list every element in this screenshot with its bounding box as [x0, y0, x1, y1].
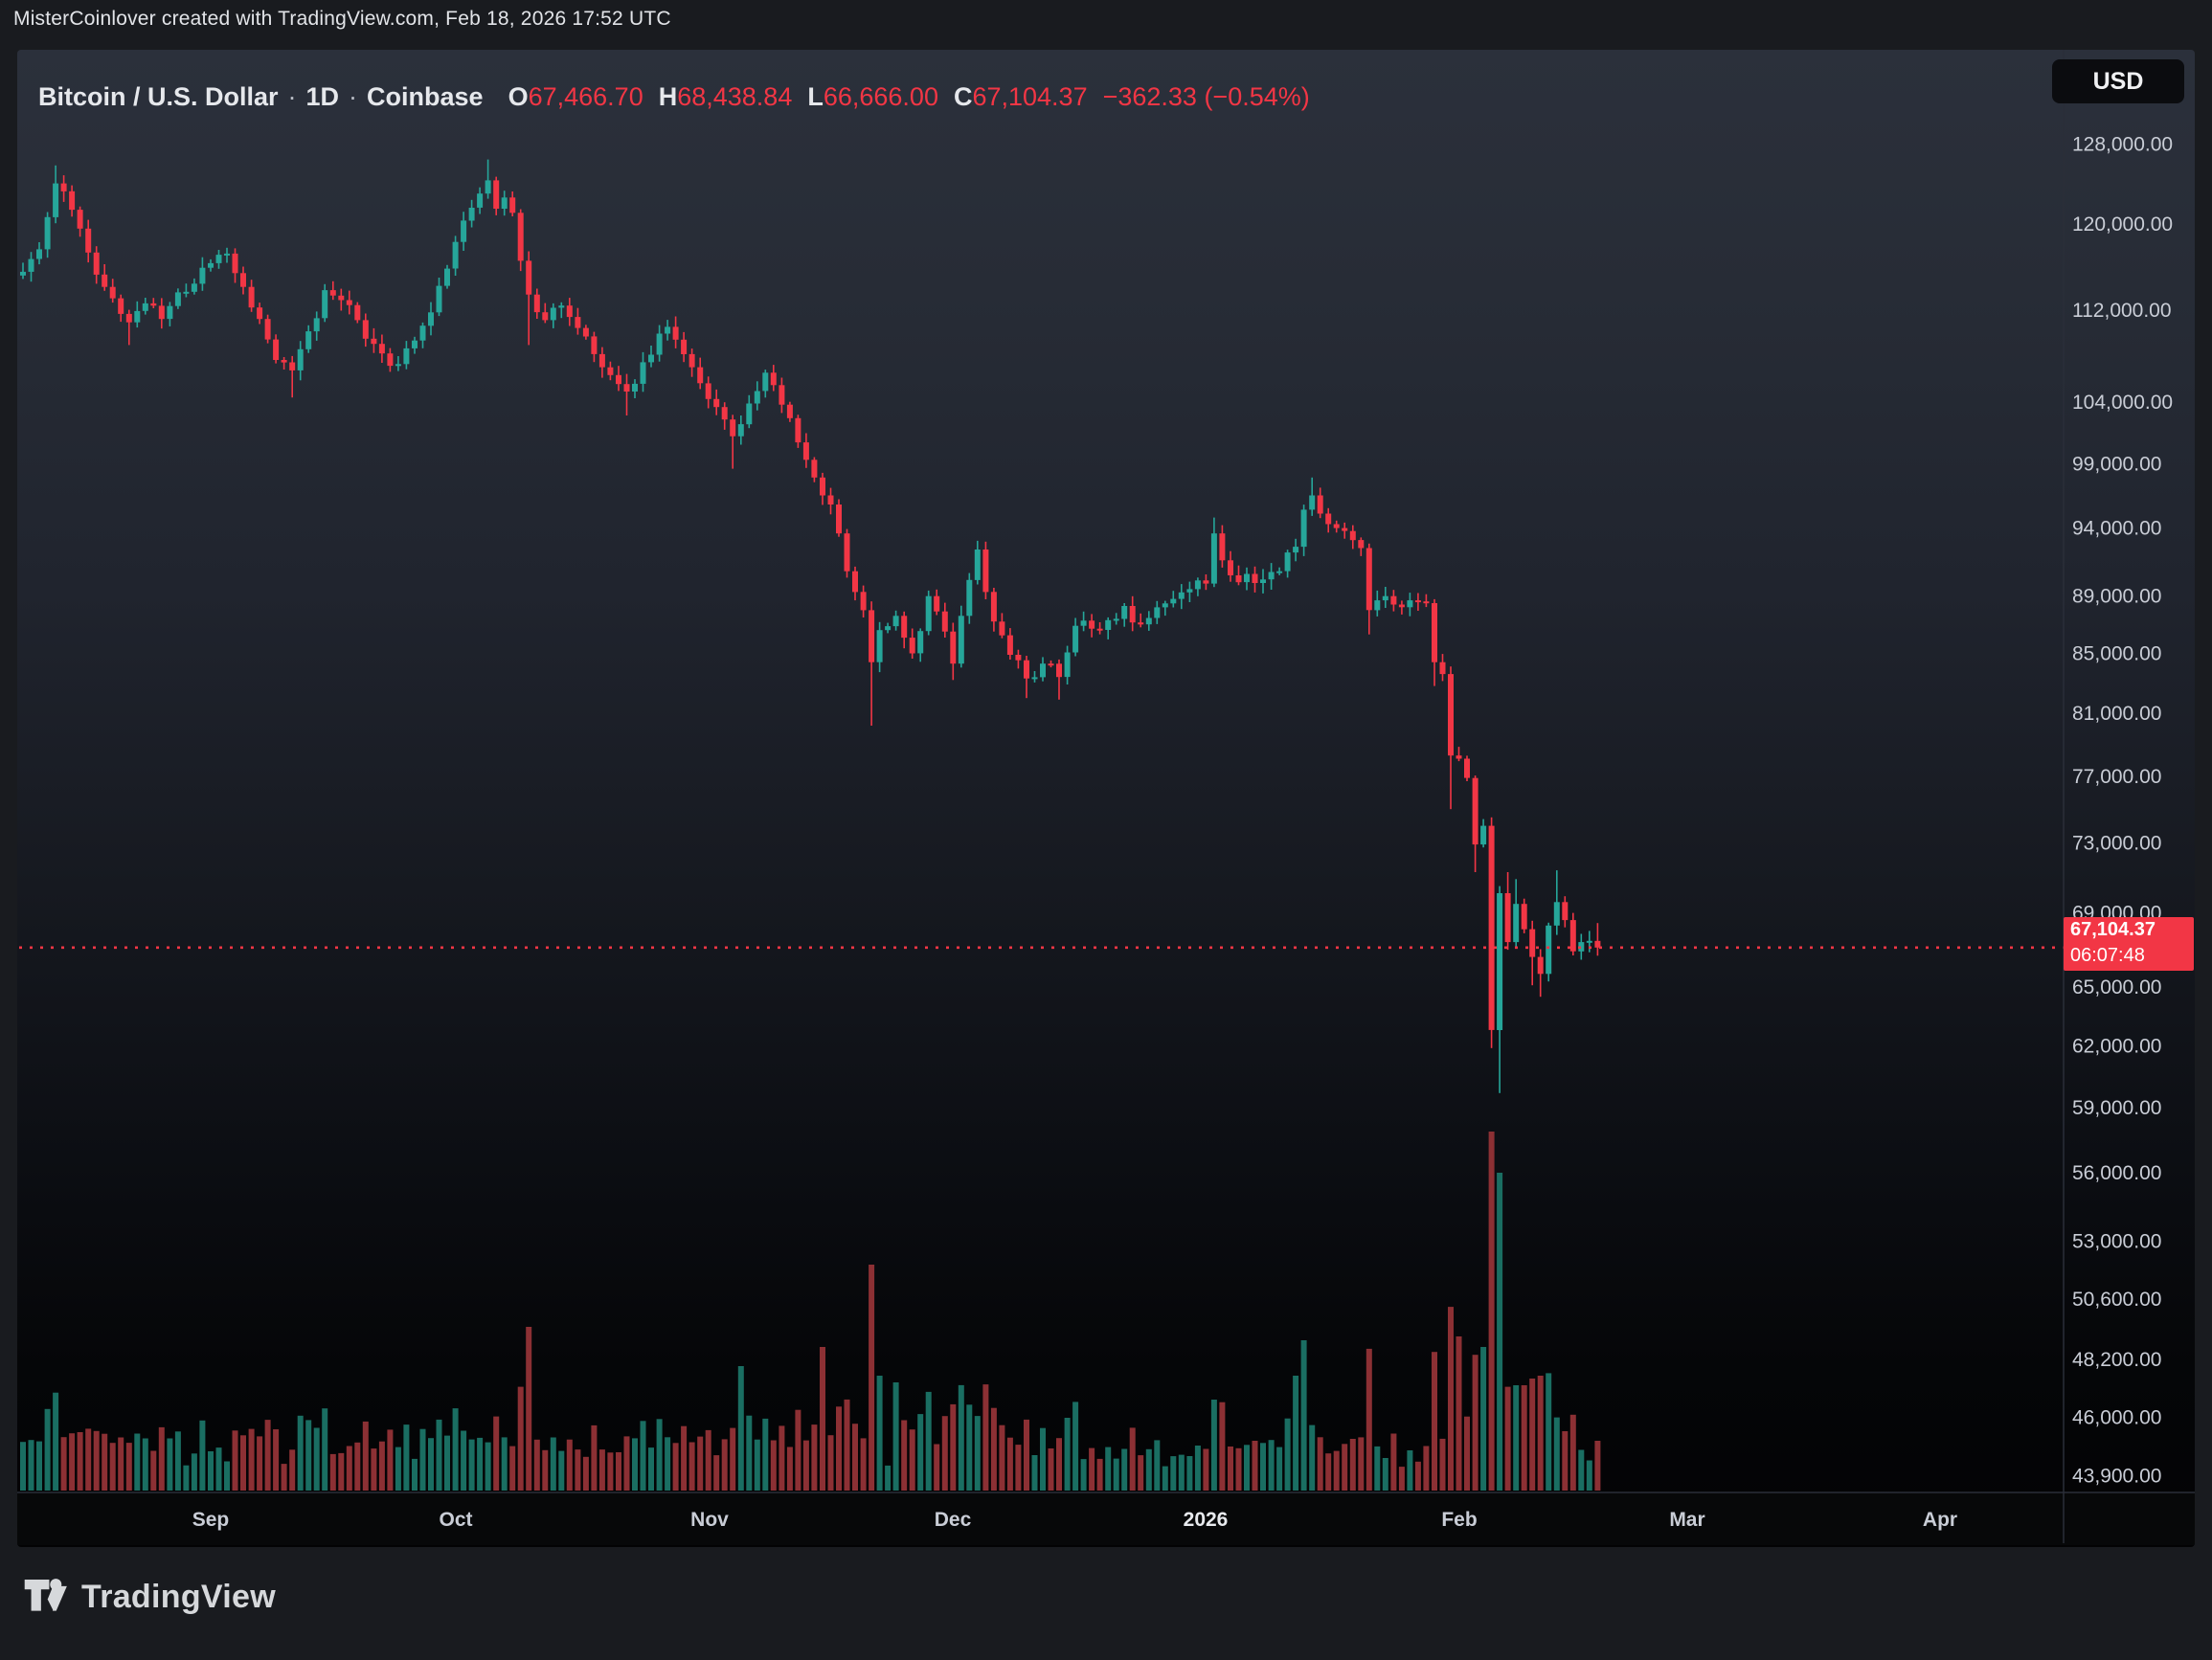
current-price-label: 67,104.37 06:07:48: [2064, 917, 2194, 971]
svg-text:53,000.00: 53,000.00: [2072, 1231, 2161, 1253]
separator-dot: ·: [287, 82, 297, 111]
separator-dot: ·: [349, 82, 358, 111]
svg-text:Oct: Oct: [439, 1509, 472, 1531]
low-value: 66,666.00: [823, 82, 938, 111]
svg-text:73,000.00: 73,000.00: [2072, 832, 2161, 854]
volume-layer: [20, 1132, 1601, 1491]
svg-text:Sep: Sep: [192, 1509, 230, 1531]
svg-text:128,000.00: 128,000.00: [2072, 133, 2173, 155]
change-value: −362.33 (−0.54%): [1102, 82, 1310, 111]
svg-text:81,000.00: 81,000.00: [2072, 703, 2161, 725]
svg-text:62,000.00: 62,000.00: [2072, 1036, 2161, 1058]
bar-countdown: 06:07:48: [2070, 945, 2145, 966]
time-axis[interactable]: Sep Oct Nov Dec 2026 Feb Mar Apr: [192, 1509, 1957, 1531]
svg-text:Mar: Mar: [1669, 1509, 1704, 1531]
svg-text:48,200.00: 48,200.00: [2072, 1349, 2161, 1371]
svg-text:99,000.00: 99,000.00: [2072, 453, 2161, 475]
candles-layer: [20, 159, 1601, 1093]
interval-label[interactable]: 1D: [305, 82, 340, 111]
svg-text:Apr: Apr: [1923, 1509, 1957, 1531]
svg-text:104,000.00: 104,000.00: [2072, 392, 2173, 414]
svg-text:112,000.00: 112,000.00: [2072, 300, 2172, 322]
svg-text:85,000.00: 85,000.00: [2072, 643, 2161, 665]
close-value: 67,104.37: [972, 82, 1088, 111]
exchange-label: Coinbase: [367, 82, 484, 111]
price-axis[interactable]: 128,000.00 120,000.00 112,000.00 104,000.00…: [2072, 133, 2173, 1487]
chart-widget: 128,000.00 120,000.00 112,000.00 104,000.00…: [17, 50, 2195, 1547]
svg-text:Dec: Dec: [935, 1509, 972, 1531]
svg-text:2026: 2026: [1184, 1509, 1229, 1531]
svg-text:43,900.00: 43,900.00: [2072, 1465, 2161, 1487]
low-letter: L: [807, 82, 824, 111]
svg-text:120,000.00: 120,000.00: [2072, 213, 2173, 236]
symbol-name[interactable]: Bitcoin / U.S. Dollar: [38, 82, 279, 111]
currency-toggle-button[interactable]: USD: [2052, 59, 2184, 103]
svg-text:46,000.00: 46,000.00: [2072, 1407, 2161, 1429]
high-letter: H: [658, 82, 678, 111]
high-value: 68,438.84: [677, 82, 793, 111]
svg-text:Feb: Feb: [1441, 1509, 1477, 1531]
svg-text:94,000.00: 94,000.00: [2072, 518, 2161, 540]
svg-text:89,000.00: 89,000.00: [2072, 586, 2161, 608]
svg-text:56,000.00: 56,000.00: [2072, 1162, 2161, 1184]
tradingview-logo-icon: [24, 1579, 67, 1611]
tradingview-logo-text: TradingView: [81, 1578, 276, 1615]
watermark-text: MisterCoinlover created with TradingView…: [13, 8, 671, 30]
svg-text:Nov: Nov: [690, 1509, 729, 1531]
current-price-value: 67,104.37: [2070, 919, 2156, 940]
ohlc-values: O67,466.70 H68,438.84 L66,666.00 C67,104.37…: [508, 82, 1310, 111]
svg-text:77,000.00: 77,000.00: [2072, 766, 2161, 788]
svg-text:65,000.00: 65,000.00: [2072, 976, 2161, 998]
price-chart[interactable]: 128,000.00 120,000.00 112,000.00 104,000.00…: [17, 50, 2195, 1547]
close-letter: C: [953, 82, 973, 111]
tradingview-logo[interactable]: TradingView: [23, 1576, 276, 1618]
open-value: 67,466.70: [528, 82, 643, 111]
svg-text:50,600.00: 50,600.00: [2072, 1289, 2161, 1311]
open-letter: O: [508, 82, 529, 111]
chart-legend: Bitcoin / U.S. Dollar · 1D · Coinbase O67,466…: [38, 82, 1310, 112]
svg-text:59,000.00: 59,000.00: [2072, 1097, 2161, 1119]
